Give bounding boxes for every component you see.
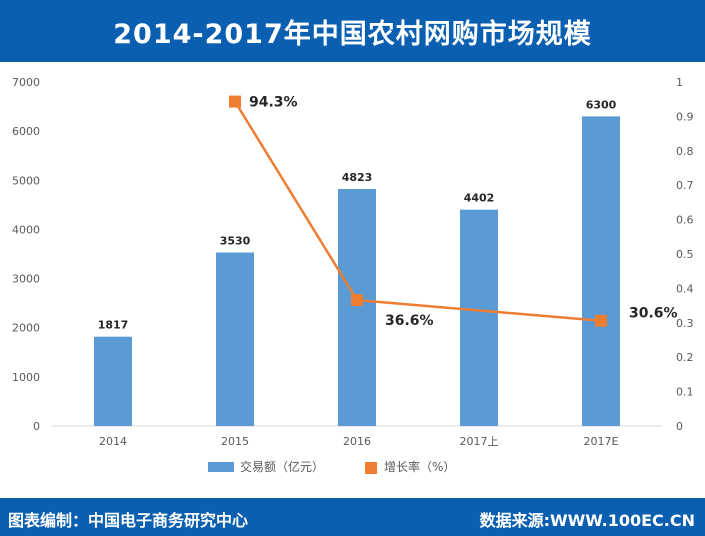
bar-value-label: 4823: [342, 171, 373, 184]
y-left-tick-label: 4000: [12, 223, 40, 236]
growth-rate-line: [233, 100, 602, 322]
footer-bar: 图表编制：中国电子商务研究中心 数据来源:WWW.100EC.CN: [0, 498, 705, 536]
footer-source-compiler: 图表编制：中国电子商务研究中心: [8, 511, 249, 530]
legend-swatch-bar: [208, 462, 234, 472]
chart-title: 2014-2017年中国农村网购市场规模: [0, 0, 705, 62]
bar: [216, 252, 254, 426]
growth-rate-marker: [595, 314, 607, 327]
footer-data-source: 数据来源:WWW.100EC.CN: [479, 511, 695, 530]
y-left-tick-label: 6000: [12, 125, 40, 138]
legend-label-bar: 交易额（亿元）: [240, 459, 324, 474]
y-right-tick-label: 0.2: [676, 351, 694, 364]
x-tick-label: 2016: [343, 435, 371, 448]
y-right-tick-label: 0.1: [676, 386, 694, 399]
growth-rate-label: 30.6%: [629, 306, 678, 322]
y-right-tick-label: 1: [676, 76, 683, 89]
x-tick-label: 2014: [99, 435, 127, 448]
bar-value-label: 4402: [464, 192, 495, 205]
growth-rate-label: 36.6%: [385, 313, 434, 329]
y-left-tick-label: 2000: [12, 322, 40, 335]
growth-rate-marker: [229, 95, 241, 108]
y-left-tick-label: 0: [33, 420, 40, 433]
y-right-tick-label: 0.9: [676, 110, 694, 123]
y-right-tick-label: 0.5: [676, 248, 694, 261]
y-right-tick-label: 0.3: [676, 317, 694, 330]
bar-value-label: 1817: [98, 319, 129, 332]
y-right-tick-label: 0.8: [676, 145, 694, 158]
y-left-tick-label: 7000: [12, 76, 40, 89]
combo-chart: 0 1000 2000 3000 4000 5000 6000 7000 0 0.1 0.2 0.3 0…: [12, 76, 694, 474]
bar: [338, 188, 376, 426]
x-tick-label: 2017E: [584, 435, 619, 448]
y-right-tick-label: 0.7: [676, 179, 694, 192]
growth-rate-marker: [351, 294, 363, 307]
y-left-tick-label: 5000: [12, 174, 40, 187]
bar: [460, 209, 498, 426]
y-right-tick-label: 0: [676, 420, 683, 433]
growth-rate-label: 94.3%: [249, 95, 298, 111]
bar: [94, 336, 132, 426]
legend-label-line: 增长率（%）: [384, 459, 455, 474]
x-tick-label: 2017上: [460, 435, 499, 448]
y-right-tick-label: 0.4: [676, 282, 694, 295]
bar-value-label: 6300: [586, 98, 617, 111]
bar: [582, 116, 620, 427]
y-right-tick-label: 0.6: [676, 214, 694, 227]
bar-value-label: 3530: [220, 235, 251, 248]
y-left-tick-label: 1000: [12, 371, 40, 384]
y-left-tick-label: 3000: [12, 273, 40, 286]
legend-swatch-line: [365, 462, 377, 474]
x-tick-label: 2015: [221, 435, 249, 448]
